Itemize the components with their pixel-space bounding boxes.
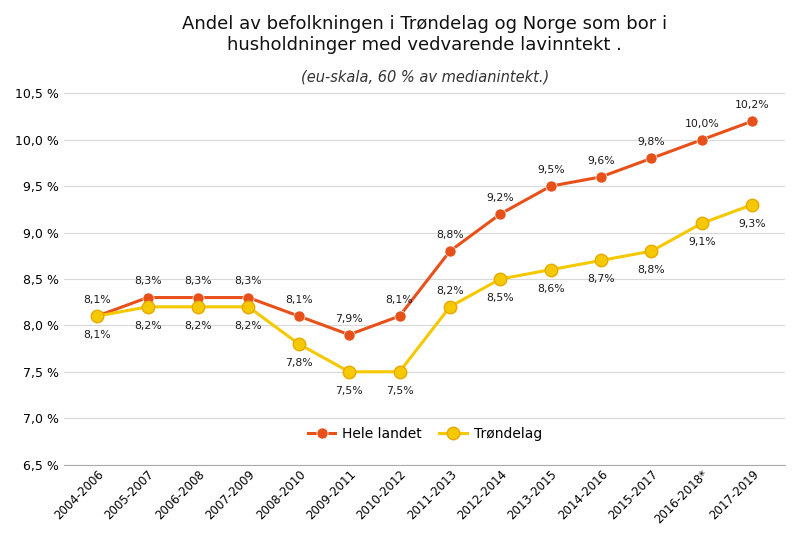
Text: 10,0%: 10,0% [685,118,719,129]
Hele landet [92,313,102,319]
Text: 8,8%: 8,8% [638,265,666,275]
Text: 7,5%: 7,5% [335,386,363,395]
Text: 10,2%: 10,2% [735,100,770,110]
Trøndelag [596,257,606,263]
Hele landet [697,136,706,143]
Line: Hele landet: Hele landet [92,116,758,340]
Trøndelag [697,220,706,227]
Text: 9,1%: 9,1% [688,237,716,247]
Text: 8,5%: 8,5% [486,293,514,303]
Hele landet [646,155,656,162]
Hele landet [294,313,303,319]
Text: 8,3%: 8,3% [234,276,262,286]
Hele landet [193,294,202,301]
Text: 8,2%: 8,2% [184,321,212,331]
Text: 9,5%: 9,5% [537,165,565,175]
Text: 9,8%: 9,8% [638,137,666,147]
Hele landet [596,174,606,180]
Trøndelag [445,304,454,310]
Legend: Hele landet, Trøndelag: Hele landet, Trøndelag [302,421,547,446]
Hele landet [495,211,505,217]
Trøndelag [344,368,354,375]
Title: Andel av befolkningen i Trøndelag og Norge som bor i
husholdninger med vedvarend: Andel av befolkningen i Trøndelag og Nor… [182,15,667,54]
Text: 8,6%: 8,6% [537,283,565,294]
Hele landet [445,248,454,254]
Hele landet [394,313,404,319]
Trøndelag [92,313,102,319]
Text: 8,1%: 8,1% [386,295,414,305]
Trøndelag [142,304,152,310]
Hele landet [747,118,757,124]
Text: 7,5%: 7,5% [386,386,414,395]
Text: 8,1%: 8,1% [83,330,111,340]
Trøndelag [495,276,505,282]
Text: 8,8%: 8,8% [436,230,464,240]
Text: 8,3%: 8,3% [134,276,162,286]
Hele landet [142,294,152,301]
Trøndelag [394,368,404,375]
Hele landet [546,183,555,189]
Text: 8,3%: 8,3% [184,276,212,286]
Trøndelag [646,248,656,254]
Line: Trøndelag: Trøndelag [91,199,758,378]
Text: (eu-skala, 60 % av medianintekt.): (eu-skala, 60 % av medianintekt.) [301,70,549,85]
Text: 9,3%: 9,3% [738,219,766,229]
Text: 8,1%: 8,1% [83,295,111,305]
Text: 8,2%: 8,2% [234,321,262,331]
Trøndelag [747,201,757,208]
Trøndelag [546,267,555,273]
Hele landet [344,332,354,338]
Trøndelag [243,304,253,310]
Text: 8,2%: 8,2% [436,286,464,296]
Text: 9,6%: 9,6% [587,156,615,166]
Hele landet [243,294,253,301]
Text: 7,8%: 7,8% [285,358,313,368]
Text: 9,2%: 9,2% [486,193,514,203]
Trøndelag [193,304,202,310]
Text: 7,9%: 7,9% [335,314,363,324]
Text: 8,7%: 8,7% [587,274,615,285]
Text: 8,1%: 8,1% [285,295,313,305]
Trøndelag [294,341,303,347]
Text: 8,2%: 8,2% [134,321,162,331]
